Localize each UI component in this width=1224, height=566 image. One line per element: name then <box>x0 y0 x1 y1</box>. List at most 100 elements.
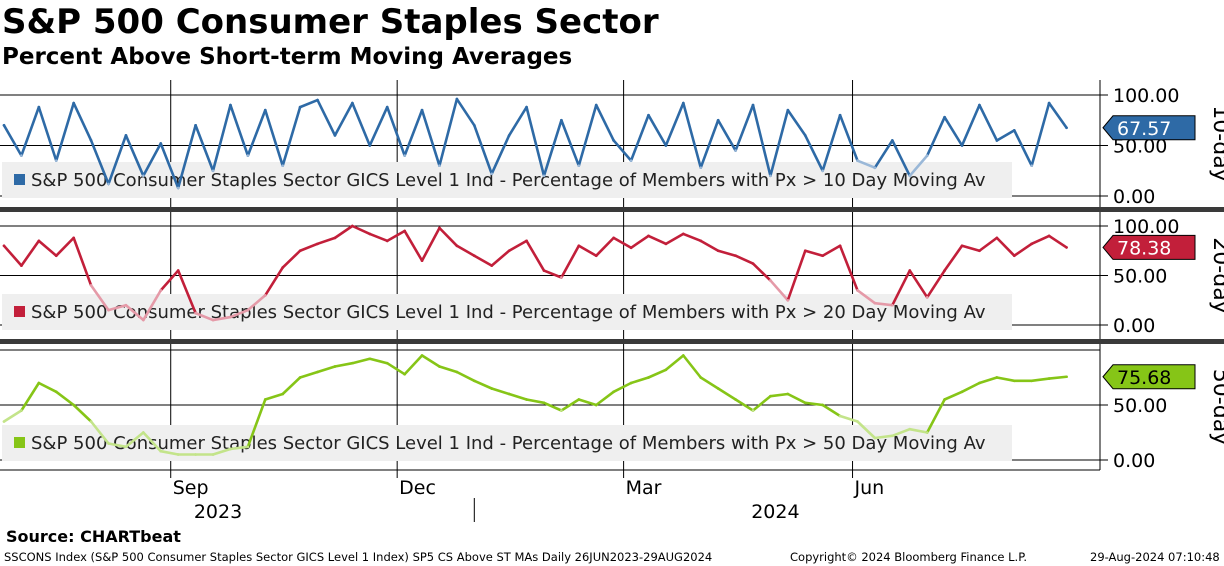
series-segment <box>316 98 337 137</box>
series-segment <box>856 289 877 305</box>
series-segment <box>490 249 511 267</box>
series-segment <box>246 108 267 157</box>
data-point <box>351 361 354 365</box>
series-segment <box>821 403 842 418</box>
data-point <box>142 318 145 322</box>
data-point <box>229 447 232 451</box>
data-point <box>420 259 424 262</box>
series-segment <box>803 401 824 407</box>
data-point <box>908 427 912 431</box>
series-segment <box>943 244 964 272</box>
series-segment <box>577 398 598 407</box>
data-point <box>1047 101 1051 105</box>
series-segment <box>751 262 772 282</box>
data-point <box>298 376 302 379</box>
data-point <box>107 182 110 186</box>
series-segment <box>333 224 354 240</box>
data-point <box>664 242 668 246</box>
series-segment <box>629 113 650 162</box>
data-point <box>37 381 41 385</box>
series-segment <box>1012 129 1033 167</box>
series-segment <box>176 124 197 190</box>
data-point <box>995 376 999 379</box>
data-point <box>37 105 41 109</box>
data-point <box>960 390 964 394</box>
series-segment <box>316 365 337 374</box>
chart-title: S&P 500 Consumer Staples Sector <box>2 2 659 42</box>
series-segment <box>455 244 476 257</box>
series-segment <box>333 101 354 137</box>
data-point <box>473 254 476 257</box>
data-point <box>908 174 912 178</box>
data-point <box>368 357 372 361</box>
data-point <box>281 266 284 269</box>
data-point <box>1030 164 1033 167</box>
series-segment <box>403 108 424 157</box>
series-segment <box>368 105 389 147</box>
series-segment <box>891 139 912 178</box>
series-segment <box>734 398 755 412</box>
panel-label: 10-day <box>1208 105 1224 181</box>
data-point <box>856 289 859 292</box>
series-segment <box>734 103 755 152</box>
series-segment <box>455 97 476 127</box>
series-segment <box>2 244 23 267</box>
data-point <box>420 354 424 357</box>
series-segment <box>612 236 633 250</box>
data-point <box>194 453 197 456</box>
data-point <box>943 115 946 119</box>
data-point <box>316 370 319 374</box>
data-point <box>786 392 790 396</box>
legend-text: S&P 500 Consumer Staples Sector GICS Lev… <box>31 433 986 454</box>
series-segment <box>420 354 441 368</box>
series-segment <box>20 381 41 412</box>
data-point <box>751 409 755 412</box>
data-point <box>490 264 494 267</box>
series-segment <box>699 239 720 253</box>
data-point <box>1065 126 1068 130</box>
last-value-tag <box>1102 234 1196 260</box>
series-segment <box>629 376 650 385</box>
data-point <box>716 249 720 253</box>
legend-text: S&P 500 Consumer Staples Sector GICS Lev… <box>31 170 986 191</box>
y-tick-label: 50.00 <box>1113 395 1167 417</box>
series-segment <box>734 254 755 265</box>
data-point <box>20 409 23 412</box>
x-tick-label: Sep <box>173 477 209 499</box>
data-point <box>2 124 6 127</box>
data-point <box>542 269 546 272</box>
series-segment <box>786 249 807 302</box>
series-segment <box>594 390 615 407</box>
series-segment <box>751 394 772 412</box>
last-value-label: 75.68 <box>1117 367 1171 389</box>
data-point <box>420 108 424 112</box>
legend-swatch <box>14 174 25 185</box>
data-point <box>873 166 877 170</box>
y-tick-label: 50.00 <box>1113 266 1167 288</box>
data-point <box>176 269 180 272</box>
data-point <box>682 354 685 357</box>
data-point <box>298 105 302 109</box>
series-segment <box>560 118 581 167</box>
data-point <box>978 249 981 253</box>
data-point <box>594 403 598 407</box>
series-segment <box>682 354 703 379</box>
series-segment <box>995 376 1016 383</box>
data-point <box>838 244 842 248</box>
series-segment <box>473 254 494 267</box>
series-segment <box>333 361 354 368</box>
data-point <box>507 134 511 137</box>
series-segment <box>142 289 163 322</box>
series-segment <box>560 244 581 279</box>
data-point <box>560 276 563 279</box>
panel-separator <box>0 207 1224 212</box>
data-point <box>20 154 23 157</box>
data-point <box>333 134 337 137</box>
series-segment <box>838 414 859 423</box>
data-point <box>525 398 528 401</box>
series-segment <box>1030 234 1051 246</box>
series-segment <box>107 303 128 312</box>
series-segment <box>716 118 737 152</box>
data-point <box>978 103 981 107</box>
data-point <box>682 232 685 236</box>
